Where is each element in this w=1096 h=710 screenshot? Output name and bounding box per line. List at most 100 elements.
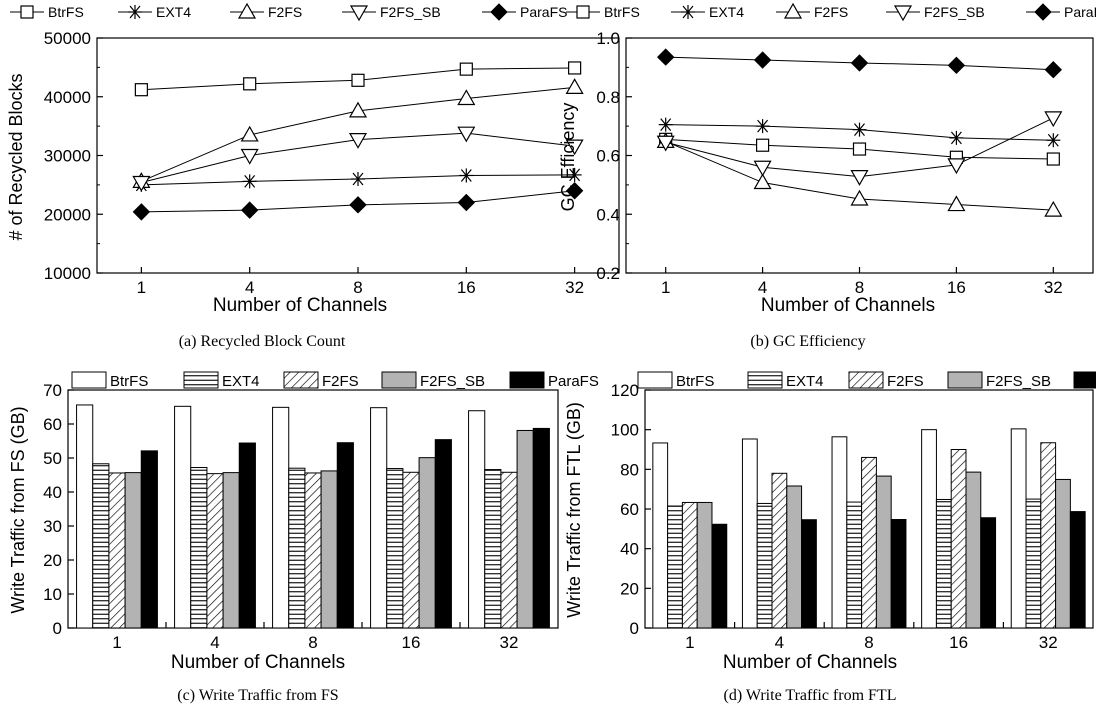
point-btrfs-a bbox=[243, 77, 257, 91]
x-tick-label-c: 8 bbox=[308, 633, 317, 652]
point-f2fs-a bbox=[565, 78, 584, 94]
point-parafs-a bbox=[132, 203, 151, 221]
bar-f2fs-sb-d bbox=[875, 475, 892, 629]
bar-ext4-c bbox=[484, 469, 502, 629]
x-tick-label-b: 1 bbox=[661, 278, 670, 297]
plot-b: 0.2 0.4 0.6 0.8 1.0 1 4 8 16 32 bbox=[596, 29, 1094, 297]
legend-item-btrfs-d: BtrFS bbox=[637, 371, 714, 390]
bar-f2fs-sb-c bbox=[516, 429, 534, 629]
y-tick-label-a: 10000 bbox=[44, 264, 91, 283]
legend-item-f2fs-sb-b: F2FS_SB bbox=[886, 4, 985, 22]
plot-d: 0 20 40 60 80 100 120 1 4 8 16 32 bbox=[611, 381, 1094, 652]
point-f2fs-a bbox=[240, 125, 259, 142]
point-f2fs-sb-b bbox=[1044, 111, 1063, 128]
legend-item-ext4-d: EXT4 bbox=[747, 371, 824, 390]
bar-parafs-c bbox=[336, 442, 354, 629]
point-ext4-b bbox=[852, 122, 867, 137]
legend-label-a: BtrFS bbox=[48, 4, 84, 20]
series-ext4-a bbox=[134, 167, 582, 192]
legend-marker-b bbox=[783, 2, 803, 19]
bar-ext4-d bbox=[846, 501, 863, 629]
point-ext4-a bbox=[351, 172, 365, 186]
y-tick-label-b: 0.6 bbox=[596, 147, 620, 166]
bar-ext4-c bbox=[288, 467, 306, 629]
bar-ext4-c bbox=[190, 467, 208, 629]
x-tick-label-c: 4 bbox=[210, 633, 219, 652]
point-btrfs-b bbox=[755, 138, 770, 152]
point-f2fs-sb-a bbox=[132, 175, 151, 192]
bar-btrfs-c bbox=[370, 407, 388, 629]
x-tick-label-d: 16 bbox=[949, 633, 968, 652]
y-tick-label-d: 80 bbox=[620, 460, 639, 479]
bar-btrfs-d bbox=[741, 438, 758, 629]
bar-parafs-d bbox=[711, 523, 728, 629]
series-f2fs-sb-a bbox=[132, 126, 584, 192]
y-tick-label-d: 20 bbox=[620, 579, 639, 598]
x-tick-label-c: 1 bbox=[112, 633, 121, 652]
legend-label-c: ParaFS bbox=[548, 373, 599, 390]
xlabel-c: Number of Channels bbox=[171, 652, 345, 673]
legend-label-a: EXT4 bbox=[156, 4, 191, 20]
bar-f2fs-c bbox=[500, 471, 518, 629]
legend-swatch-d bbox=[947, 371, 983, 389]
legend-item-ext4-b: EXT4 bbox=[671, 4, 744, 20]
bar-f2fs-sb-d bbox=[696, 501, 713, 629]
bar-btrfs-d bbox=[1010, 428, 1027, 629]
legend-item-f2fs-sb-d: F2FS_SB bbox=[947, 371, 1051, 390]
y-tick-label-c: 60 bbox=[43, 415, 62, 434]
point-f2fs-a bbox=[348, 101, 368, 118]
legend-label-c: BtrFS bbox=[110, 373, 148, 390]
y-tick-label-c: 50 bbox=[43, 449, 62, 468]
y-tick-label-d: 0 bbox=[630, 619, 639, 638]
point-f2fs-b bbox=[947, 195, 966, 212]
legend-label-d: EXT4 bbox=[786, 373, 824, 390]
point-f2fs-sb-b bbox=[656, 135, 675, 152]
caption-c: (c) Write Traffic from FS bbox=[177, 687, 338, 704]
x-tick-label-a: 4 bbox=[245, 278, 254, 297]
legend-marker-b bbox=[1034, 3, 1052, 21]
ylabel-a: # of Recycled Blocks bbox=[6, 73, 26, 240]
bar-f2fs-d bbox=[950, 449, 967, 629]
bar-f2fs-d bbox=[771, 472, 788, 629]
point-f2fs-sb-b bbox=[947, 158, 966, 175]
bar-f2fs-sb-d bbox=[786, 485, 803, 629]
series-btrfs-b bbox=[659, 132, 1060, 166]
legend-swatch-d bbox=[747, 371, 783, 389]
x-tick-label-d: 32 bbox=[1039, 633, 1058, 652]
point-btrfs-b bbox=[852, 142, 867, 156]
legend-item-f2fs-d: F2FS bbox=[848, 371, 924, 390]
legend-label-b: F2FS_SB bbox=[924, 4, 985, 20]
plot-c: 0 10 20 30 40 50 60 70 1 4 8 16 32 bbox=[43, 381, 559, 652]
point-f2fs-sb-a bbox=[348, 133, 368, 149]
legend-label-b: BtrFS bbox=[604, 4, 640, 20]
bar-btrfs-c bbox=[468, 410, 486, 629]
bar-f2fs-sb-d bbox=[1055, 478, 1071, 629]
x-tick-label-c: 32 bbox=[500, 633, 519, 652]
y-tick-label-d: 100 bbox=[611, 421, 639, 440]
bar-parafs-c bbox=[532, 427, 550, 629]
x-tick-label-d: 4 bbox=[775, 633, 784, 652]
panel-c: BtrFS EXT4 F2FS F2FS_SB ParaFS 0 10 20 30 40 50 60… bbox=[8, 371, 599, 704]
legend-item-f2fs-sb-c: F2FS_SB bbox=[381, 371, 485, 390]
bar-ext4-c bbox=[92, 463, 110, 629]
legend-a: BtrFS EXT4 F2FS F2FS_SB ParaFS bbox=[10, 2, 567, 22]
bar-ext4-d bbox=[667, 505, 683, 629]
point-parafs-a bbox=[349, 196, 367, 214]
y-tick-label-c: 0 bbox=[53, 619, 62, 638]
legend-item-f2fs-b: F2FS bbox=[776, 2, 848, 20]
legend-marker-b bbox=[893, 5, 913, 22]
legend-swatch-c bbox=[183, 371, 219, 389]
legend-marker-b bbox=[681, 5, 695, 19]
bar-parafs-d bbox=[890, 519, 907, 629]
point-ext4-a bbox=[242, 174, 257, 189]
ylabel-c: Write Traffic from FS (GB) bbox=[8, 406, 28, 613]
legend-label-a: F2FS_SB bbox=[380, 4, 441, 20]
point-parafs-b bbox=[656, 48, 675, 66]
y-tick-label-a: 30000 bbox=[44, 147, 91, 166]
series-f2fs-sb-b bbox=[656, 111, 1063, 186]
legend-item-ext4-c: EXT4 bbox=[183, 371, 260, 390]
point-ext4-b bbox=[949, 130, 964, 145]
bar-ext4-d bbox=[1025, 498, 1042, 629]
point-btrfs-a bbox=[568, 61, 582, 75]
legend-swatch-d bbox=[1073, 371, 1096, 389]
